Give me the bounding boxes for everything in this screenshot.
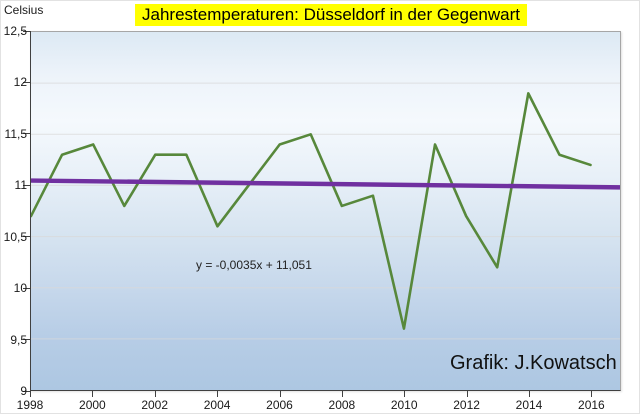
y-tick-label: 12 <box>13 75 27 90</box>
x-tick-mark <box>404 391 406 397</box>
x-tick-mark <box>591 391 593 397</box>
y-tick-label: 9 <box>20 384 27 398</box>
x-tick-label: 2002 <box>141 398 169 412</box>
y-axis-unit-label: Celsius <box>4 3 44 17</box>
x-tick-label: 2012 <box>453 398 480 412</box>
x-tick-label: 2000 <box>79 398 106 412</box>
y-tick-mark <box>23 30 31 32</box>
x-tick-label: 2008 <box>328 398 356 412</box>
y-tick-mark <box>23 236 31 238</box>
x-tick-label: 2010 <box>390 398 418 412</box>
chart-title: Jahrestemperaturen: Düsseldorf in der Ge… <box>135 4 527 26</box>
x-tick-mark <box>529 391 530 397</box>
y-tick-label: 11,5 <box>4 126 27 141</box>
trend-line <box>31 178 620 190</box>
x-tick-label: 2004 <box>203 398 231 412</box>
y-tick-label: 9,5 <box>10 332 27 347</box>
y-tick-mark <box>23 339 31 341</box>
y-tick-label: 10,5 <box>3 229 27 244</box>
x-tick-mark <box>341 391 343 397</box>
y-tick-mark <box>23 287 31 289</box>
x-tick-mark <box>30 391 31 397</box>
y-tick-label: 12,5 <box>3 24 27 38</box>
x-tick-mark <box>154 391 156 397</box>
temperature-line <box>31 92 592 330</box>
x-tick-mark <box>466 391 468 397</box>
x-tick-label: 1998 <box>16 398 44 412</box>
x-tick-label: 2016 <box>578 398 605 412</box>
y-tick-mark <box>23 390 31 392</box>
x-tick-label: 2006 <box>266 398 293 412</box>
y-tick-label: 11 <box>14 178 27 193</box>
credit-label: Grafik: J.Kowatsch <box>450 352 617 374</box>
y-tick-label: 10 <box>13 281 27 296</box>
x-tick-label: 2014 <box>515 398 543 412</box>
plot-lines-svg <box>31 82 620 340</box>
x-tick-mark <box>279 391 281 397</box>
y-tick-mark <box>23 184 31 186</box>
plot-area <box>30 31 621 391</box>
y-tick-mark <box>23 81 31 83</box>
x-tick-mark <box>217 391 219 397</box>
y-tick-mark <box>23 133 31 135</box>
x-tick-mark <box>92 391 94 397</box>
trendline-equation-label: y = -0,0035x + 11,051 <box>196 258 312 272</box>
